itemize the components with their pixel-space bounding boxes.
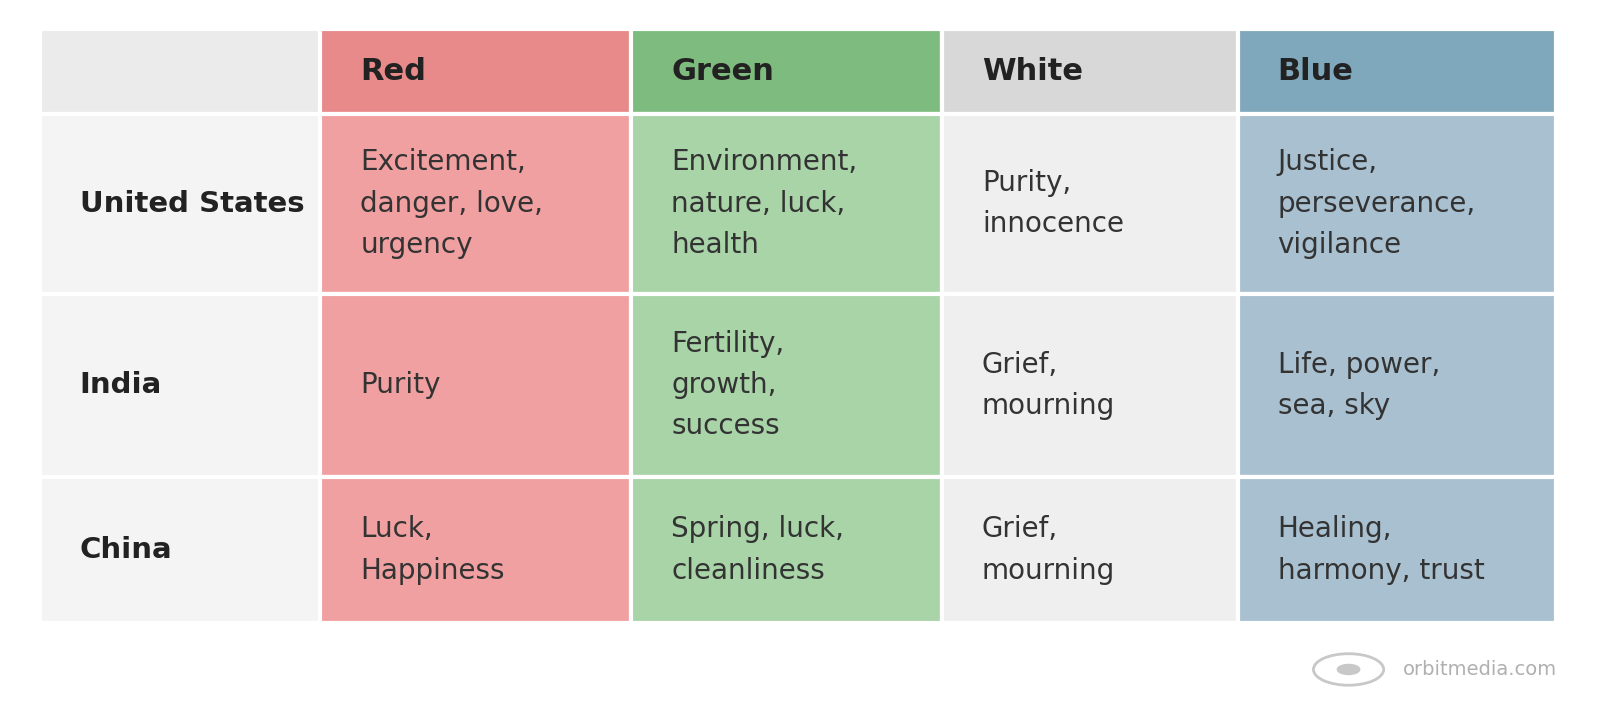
Bar — [320, 114, 630, 294]
Text: orbitmedia.com: orbitmedia.com — [1403, 660, 1557, 679]
Bar — [1238, 114, 1557, 294]
Bar — [630, 294, 942, 477]
Circle shape — [1338, 664, 1360, 674]
Text: Grief,
mourning: Grief, mourning — [982, 516, 1115, 584]
Bar — [40, 294, 320, 477]
Text: Purity: Purity — [360, 371, 440, 400]
Bar — [40, 114, 320, 294]
Bar — [630, 477, 942, 623]
Bar — [942, 477, 1238, 623]
Bar — [320, 29, 630, 114]
Text: Purity,
innocence: Purity, innocence — [982, 169, 1123, 238]
Bar — [40, 29, 320, 114]
Text: Blue: Blue — [1277, 57, 1354, 86]
Bar — [320, 477, 630, 623]
Bar — [630, 29, 942, 114]
Text: White: White — [982, 57, 1083, 86]
Bar — [320, 294, 630, 477]
Text: Fertility,
growth,
success: Fertility, growth, success — [670, 330, 784, 440]
Bar — [1238, 29, 1557, 114]
Text: India: India — [80, 371, 162, 400]
Text: Spring, luck,
cleanliness: Spring, luck, cleanliness — [670, 516, 845, 584]
Text: China: China — [80, 536, 173, 564]
Text: Grief,
mourning: Grief, mourning — [982, 351, 1115, 420]
Text: Life, power,
sea, sky: Life, power, sea, sky — [1277, 351, 1440, 420]
Text: Excitement,
danger, love,
urgency: Excitement, danger, love, urgency — [360, 148, 544, 258]
Bar — [942, 294, 1238, 477]
Bar — [942, 114, 1238, 294]
Text: Red: Red — [360, 57, 426, 86]
Bar — [1238, 477, 1557, 623]
Text: Luck,
Happiness: Luck, Happiness — [360, 516, 504, 584]
Text: Justice,
perseverance,
vigilance: Justice, perseverance, vigilance — [1277, 148, 1475, 258]
Text: Green: Green — [670, 57, 774, 86]
Bar — [630, 114, 942, 294]
Bar — [1238, 294, 1557, 477]
Bar — [942, 29, 1238, 114]
Text: Environment,
nature, luck,
health: Environment, nature, luck, health — [670, 148, 858, 258]
Text: United States: United States — [80, 190, 304, 218]
Text: Healing,
harmony, trust: Healing, harmony, trust — [1277, 516, 1485, 584]
Bar — [40, 477, 320, 623]
